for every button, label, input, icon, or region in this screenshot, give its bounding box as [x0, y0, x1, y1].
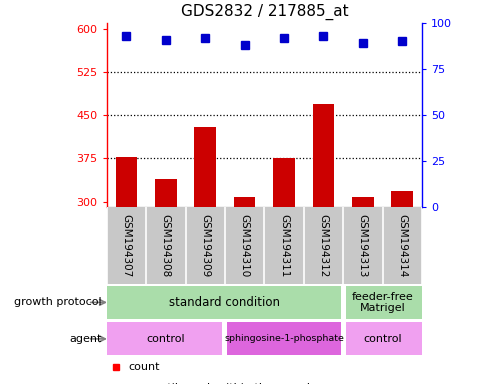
Text: count: count	[128, 362, 160, 372]
Title: GDS2832 / 217885_at: GDS2832 / 217885_at	[180, 4, 348, 20]
Text: GSM194313: GSM194313	[357, 214, 367, 278]
Bar	[272, 159, 294, 207]
Bar	[155, 179, 176, 207]
Text: GSM194314: GSM194314	[396, 214, 407, 278]
Bar	[227, 323, 340, 355]
Text: GSM194310: GSM194310	[239, 214, 249, 277]
Bar	[106, 286, 340, 319]
Bar	[351, 197, 373, 207]
Text: growth protocol: growth protocol	[14, 297, 102, 308]
Text: sphingosine-1-phosphate: sphingosine-1-phosphate	[224, 334, 343, 343]
Bar	[391, 191, 412, 207]
Bar	[194, 127, 215, 207]
Text: percentile rank within the sample: percentile rank within the sample	[128, 383, 316, 384]
Text: control: control	[146, 334, 185, 344]
Text: control: control	[363, 334, 401, 344]
Text: GSM194311: GSM194311	[278, 214, 288, 278]
Bar	[115, 157, 137, 207]
Text: GSM194309: GSM194309	[200, 214, 210, 277]
Bar	[233, 197, 255, 207]
Bar	[312, 104, 333, 207]
Bar	[345, 323, 421, 355]
Bar	[345, 286, 421, 319]
Bar	[106, 323, 222, 355]
Text: GSM194312: GSM194312	[318, 214, 328, 278]
Text: GSM194307: GSM194307	[121, 214, 131, 277]
Text: standard condition: standard condition	[169, 296, 280, 309]
Text: GSM194308: GSM194308	[161, 214, 170, 277]
Text: agent: agent	[69, 334, 102, 344]
Text: feeder-free
Matrigel: feeder-free Matrigel	[351, 291, 412, 313]
